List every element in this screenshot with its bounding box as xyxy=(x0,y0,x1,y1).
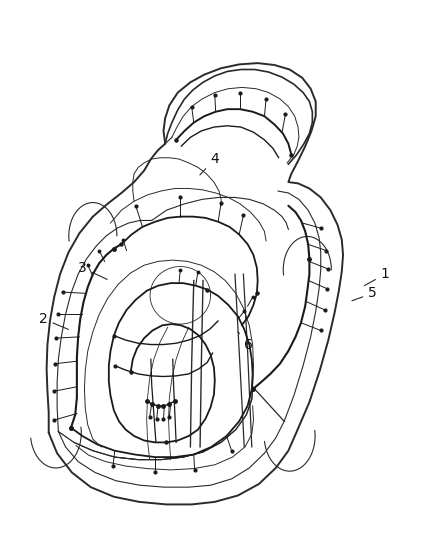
Text: 5: 5 xyxy=(352,286,377,301)
Text: 1: 1 xyxy=(364,267,389,286)
Text: 4: 4 xyxy=(200,152,219,175)
Text: 2: 2 xyxy=(39,312,68,329)
Text: 6: 6 xyxy=(238,332,253,352)
Text: 3: 3 xyxy=(78,261,107,279)
